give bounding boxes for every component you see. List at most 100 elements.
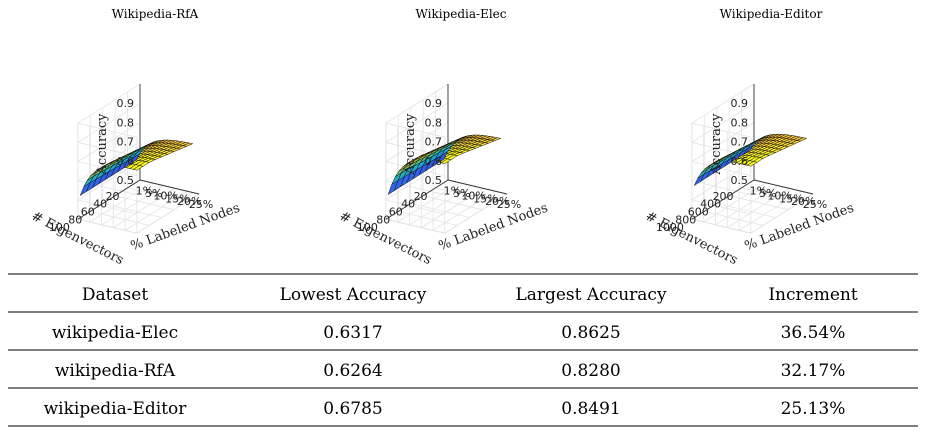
grid-line <box>384 160 449 215</box>
x-tick-label: 20% <box>177 195 201 208</box>
z-axis-label: Accuracy <box>403 113 418 176</box>
grid-line <box>741 187 801 203</box>
grid-line <box>127 187 187 203</box>
y-tick-label: 400 <box>700 198 721 211</box>
grid-line <box>409 185 472 226</box>
results-table: Dataset Lowest Accuracy Largest Accuracy In… <box>8 273 918 427</box>
grid-line <box>690 122 755 176</box>
x-tick-label: 1% <box>750 185 767 198</box>
x-tick-label: 15% <box>779 192 803 205</box>
grid-line <box>727 188 790 228</box>
x-tick-label: 5% <box>759 187 776 200</box>
x-tick-label: 5% <box>453 187 470 200</box>
y-tick-label: 80 <box>68 213 82 226</box>
y-tick-label: 80 <box>376 213 390 226</box>
subplot-title: Wikipedia-Editor <box>720 7 823 21</box>
grid-line <box>90 210 150 226</box>
z-tick-label: 0.6 <box>731 155 749 168</box>
table-cell: wikipedia-Editor <box>44 399 188 419</box>
y-tick-label: 100 <box>49 221 70 234</box>
x-axis-line <box>447 179 508 195</box>
grid-line <box>76 102 141 157</box>
x-tick-label: 1% <box>444 185 461 198</box>
y-axis-line <box>385 179 449 220</box>
z-tick-label: 0.5 <box>117 174 135 187</box>
x-tick-label: 15% <box>473 192 497 205</box>
x-axis-line <box>139 179 200 195</box>
x-axis-line <box>753 179 814 195</box>
table-cell: 0.8625 <box>561 323 620 343</box>
x-tick-label: 15% <box>165 192 189 205</box>
y-tick-label: 200 <box>713 190 734 203</box>
z-axis-label: Accuracy <box>95 113 110 176</box>
grid-line <box>432 190 496 231</box>
table-cell: 0.8280 <box>561 361 620 381</box>
x-tick-label: 20% <box>791 195 815 208</box>
grid-line <box>102 203 162 218</box>
column-header: Dataset <box>82 285 149 305</box>
x-tick-label: 5% <box>145 187 162 200</box>
z-tick-label: 0.7 <box>731 136 749 149</box>
grid-line <box>729 195 789 211</box>
grid-line <box>101 185 164 226</box>
grid-line <box>115 195 175 211</box>
grid-line <box>398 210 458 226</box>
table-cell: 0.8491 <box>561 399 620 419</box>
table-cell: wikipedia-RfA <box>55 361 176 381</box>
table-cell: 32.17% <box>781 361 846 381</box>
subplot-rfa: Wikipedia-RfA 0.5 0.6 0.7 0.8 0.9 20406080100… <box>29 7 242 268</box>
grid-line <box>136 193 200 234</box>
y-tick-label: 60 <box>81 206 95 219</box>
grid-line <box>89 182 153 223</box>
x-tick-label: 25% <box>497 198 521 211</box>
grid-line <box>444 193 508 234</box>
z-tick-label: 0.6 <box>425 155 443 168</box>
grid-line <box>715 185 778 226</box>
grid-line <box>690 83 755 138</box>
y-tick-label: 600 <box>688 206 709 219</box>
z-tick-label: 0.7 <box>117 136 135 149</box>
y-tick-label: 800 <box>675 213 696 226</box>
x-tick-label: 1% <box>136 185 153 198</box>
z-tick-label: 0.9 <box>731 97 749 110</box>
x-tick-label: 25% <box>803 198 827 211</box>
grid-line <box>716 203 776 218</box>
grid-line <box>435 187 495 203</box>
y-tick-label: 40 <box>93 198 107 211</box>
table-cell: 25.13% <box>781 399 846 419</box>
column-header: Increment <box>768 285 858 305</box>
grid-line <box>124 190 188 231</box>
subplot-editor: Wikipedia-Editor 0.5 0.6 0.7 0.8 0.9 20040060… <box>643 7 856 268</box>
z-tick-label: 0.7 <box>425 136 443 149</box>
surface-patch <box>796 137 808 142</box>
surface-patch <box>182 142 194 147</box>
subplot-elec: Wikipedia-Elec 0.50.60.70.80.92040608010… <box>337 7 550 268</box>
grid-line <box>384 83 449 138</box>
table-cell: 0.6264 <box>323 361 382 381</box>
z-tick-label: 0.9 <box>117 97 135 110</box>
grid-line <box>703 182 767 223</box>
grid-line <box>690 102 755 157</box>
z-tick-label: 0.8 <box>731 116 749 129</box>
grid-line <box>397 182 461 223</box>
y-tick-label: 1000 <box>656 221 684 234</box>
y-tick-label: 100 <box>357 221 378 234</box>
grid-line <box>750 193 814 234</box>
z-axis-label: Accuracy <box>709 113 724 176</box>
z-tick-label: 0.5 <box>425 174 443 187</box>
table-cell: 36.54% <box>781 323 846 343</box>
z-tick-label: 0.9 <box>425 97 443 110</box>
x-tick-label: 25% <box>189 198 213 211</box>
table-cell: wikipedia-Elec <box>52 323 178 343</box>
y-tick-label: 40 <box>401 198 415 211</box>
y-axis-line <box>691 179 755 220</box>
z-tick-label: 0.8 <box>425 116 443 129</box>
y-tick-label: 20 <box>106 190 120 203</box>
column-header: Lowest Accuracy <box>280 285 427 305</box>
grid-line <box>690 160 755 215</box>
column-header: Largest Accuracy <box>515 285 667 305</box>
x-tick-label: 20% <box>485 195 509 208</box>
grid-line <box>704 210 764 226</box>
table-cell: 0.6785 <box>323 399 382 419</box>
subplot-title: Wikipedia-Elec <box>415 7 506 21</box>
